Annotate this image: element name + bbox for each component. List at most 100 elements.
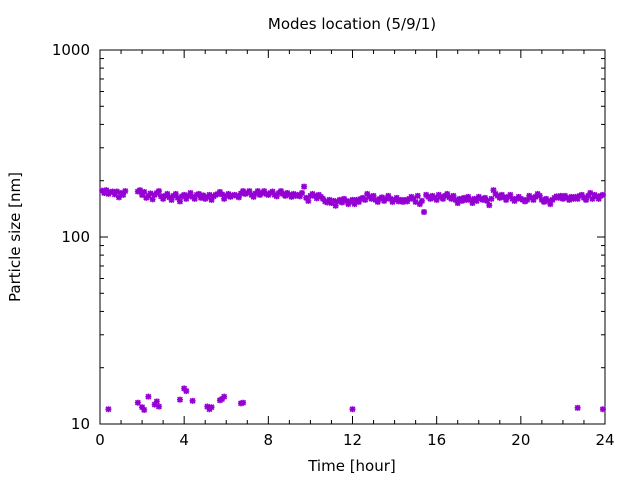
data-point-large-mode <box>355 198 362 205</box>
x-tick-label: 16 <box>427 431 446 449</box>
data-point-large-mode <box>343 197 350 204</box>
y-tick-label: 100 <box>61 228 90 246</box>
data-point-large-mode <box>599 191 606 198</box>
data-point-large-mode <box>351 201 358 208</box>
data-point-large-mode <box>414 192 421 199</box>
data-point-large-mode <box>589 195 596 202</box>
data-point-large-mode <box>374 198 381 205</box>
x-tick-label: 12 <box>343 431 362 449</box>
data-point-large-mode <box>574 195 581 202</box>
data-point-large-mode <box>168 196 175 203</box>
data-point-large-mode <box>330 197 337 204</box>
data-point-large-mode <box>458 197 465 204</box>
data-point-large-mode <box>103 187 110 194</box>
data-point-large-mode <box>387 195 394 202</box>
data-point-large-mode <box>221 195 228 202</box>
data-point-large-mode <box>530 196 537 203</box>
data-point-small-mode <box>145 393 152 400</box>
data-point-large-mode <box>326 196 333 203</box>
data-point-small-mode <box>176 396 183 403</box>
data-point-large-mode <box>416 201 423 208</box>
data-point-large-mode <box>349 196 356 203</box>
data-point-large-mode <box>122 188 129 195</box>
data-point-small-mode <box>208 404 215 411</box>
data-point-large-mode <box>595 195 602 202</box>
data-point-large-mode <box>269 188 276 195</box>
data-point-large-mode <box>277 188 284 195</box>
data-point-large-mode <box>463 196 470 203</box>
data-point-large-mode <box>488 195 495 202</box>
data-point-large-mode <box>547 201 554 208</box>
data-point-large-mode <box>427 195 434 202</box>
data-point-large-mode <box>473 197 480 204</box>
data-point-large-mode <box>465 193 472 200</box>
y-tick-label: 10 <box>71 415 90 433</box>
data-point-large-mode <box>368 195 375 202</box>
data-point-small-mode <box>574 404 581 411</box>
data-point-large-mode <box>225 190 232 197</box>
data-point-small-mode <box>240 399 247 406</box>
data-point-large-mode <box>111 191 118 198</box>
data-point-large-mode <box>559 195 566 202</box>
data-point-large-mode <box>450 192 457 199</box>
data-point-large-mode <box>109 188 116 195</box>
data-point-large-mode <box>193 191 200 198</box>
data-point-small-mode <box>183 388 190 395</box>
x-tick-label: 24 <box>595 431 614 449</box>
data-point-large-mode <box>482 194 489 201</box>
data-point-large-mode <box>195 190 202 197</box>
data-point-small-mode <box>141 406 148 413</box>
x-tick-label: 0 <box>95 431 105 449</box>
data-point-large-mode <box>524 196 531 203</box>
data-point-large-mode <box>282 192 289 199</box>
data-point-large-mode <box>410 195 417 202</box>
data-point-small-mode <box>189 397 196 404</box>
data-point-large-mode <box>566 196 573 203</box>
data-point-large-mode <box>385 192 392 199</box>
data-point-large-mode <box>136 187 143 194</box>
data-point-small-mode <box>105 406 112 413</box>
data-point-large-mode <box>587 189 594 196</box>
data-point-large-mode <box>296 193 303 200</box>
data-point-large-mode <box>578 191 585 198</box>
data-point-large-mode <box>433 196 440 203</box>
data-point-large-mode <box>393 194 400 201</box>
data-point-large-mode <box>496 194 503 201</box>
data-point-large-mode <box>305 197 312 204</box>
data-point-large-mode <box>115 194 122 201</box>
data-point-large-mode <box>172 190 179 197</box>
data-point-large-mode <box>421 209 428 216</box>
data-point-large-mode <box>208 196 215 203</box>
data-point-large-mode <box>219 191 226 198</box>
data-point-large-mode <box>113 188 120 195</box>
data-point-large-mode <box>540 198 547 205</box>
x-tick-label: 4 <box>179 431 189 449</box>
data-point-small-mode <box>153 398 160 405</box>
data-point-large-mode <box>444 190 451 197</box>
data-point-large-mode <box>536 192 543 199</box>
data-point-large-mode <box>149 196 156 203</box>
data-point-large-mode <box>439 195 446 202</box>
data-point-large-mode <box>288 193 295 200</box>
data-point-small-mode <box>151 401 158 408</box>
data-point-large-mode <box>147 190 154 197</box>
data-point-large-mode <box>185 192 192 199</box>
data-point-large-mode <box>174 194 181 201</box>
plot-frame <box>99 49 606 425</box>
data-point-large-mode <box>545 197 552 204</box>
data-point-large-mode <box>418 197 425 204</box>
data-point-large-mode <box>164 190 171 197</box>
data-point-large-mode <box>246 188 253 195</box>
data-point-large-mode <box>176 198 183 205</box>
data-point-large-mode <box>332 202 339 209</box>
data-point-large-mode <box>585 192 592 199</box>
data-point-large-mode <box>448 195 455 202</box>
data-point-large-mode <box>338 199 345 206</box>
data-point-large-mode <box>583 196 590 203</box>
data-point-large-mode <box>212 191 219 198</box>
data-point-large-mode <box>469 199 476 206</box>
data-point-small-mode <box>349 406 356 413</box>
data-point-large-mode <box>303 194 310 201</box>
y-tick-label: 1000 <box>52 41 90 59</box>
